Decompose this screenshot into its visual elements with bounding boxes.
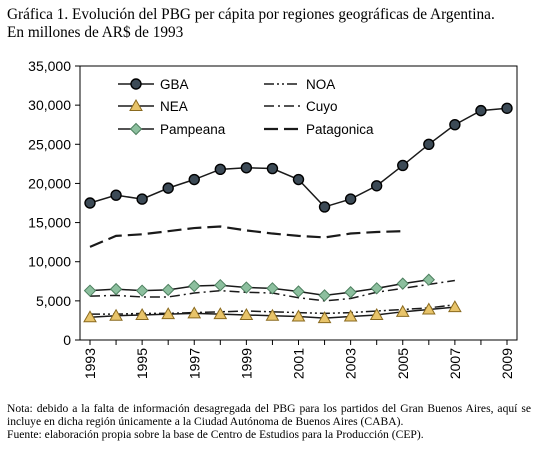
data-point-pampeana	[266, 282, 279, 295]
data-point-pampeana	[135, 284, 149, 297]
y-tick-label: 0	[63, 332, 71, 348]
data-point-nea	[369, 307, 384, 320]
data-point-gba	[292, 173, 305, 186]
data-point-gba	[423, 138, 435, 150]
legend-marker-gba	[130, 78, 142, 90]
data-point-nea	[83, 310, 97, 323]
x-tick-label: 2001	[291, 348, 307, 379]
data-point-pampeana	[292, 285, 305, 298]
data-point-gba	[162, 182, 174, 194]
data-point-nea	[448, 300, 462, 313]
line-chart: 0 5,000 10,000 15,000 20,000 25,000 30,000 35,0…	[28, 58, 518, 379]
legend-marker-nea	[129, 98, 143, 111]
y-tick-label: 25,000	[28, 136, 71, 152]
data-point-nea	[291, 309, 306, 322]
data-point-pampeana	[318, 289, 331, 302]
series-line-patagonica	[89, 225, 403, 248]
note-text: Nota: debido a la falta de información d…	[7, 402, 531, 428]
legend-label-cuyo: Cuyo	[306, 99, 338, 114]
legend-label-gba: GBA	[160, 77, 189, 92]
chart-title-line-1: Gráfica 1. Evolución del PBG per cápita …	[7, 6, 495, 23]
data-point-pampeana	[161, 283, 175, 297]
data-point-nea	[265, 308, 280, 321]
y-tick-label: 15,000	[28, 215, 71, 231]
y-tick-label: 35,000	[28, 58, 71, 74]
legend-marker-pampeana	[129, 122, 143, 136]
x-tick-label: 2005	[395, 348, 411, 379]
data-point-gba	[240, 162, 253, 174]
series-line-gba	[89, 107, 508, 208]
legend-label-patagonica: Patagonica	[306, 122, 374, 137]
data-point-nea	[421, 302, 436, 315]
x-tick-label: 2009	[499, 348, 515, 379]
data-point-gba	[475, 104, 487, 117]
data-point-gba	[318, 201, 331, 213]
data-point-gba	[397, 159, 409, 172]
data-point-gba	[214, 163, 227, 176]
legend-label-nea: NEA	[160, 99, 188, 114]
data-point-nea	[317, 311, 332, 324]
data-point-gba	[344, 193, 357, 205]
data-point-gba	[370, 180, 383, 192]
data-point-gba	[501, 102, 513, 114]
data-point-nea	[213, 307, 228, 320]
x-tick-label: 1997	[186, 348, 202, 379]
chart-title: Gráfica 1. Evolución del PBG per cápita …	[7, 6, 532, 42]
data-point-gba	[110, 189, 122, 201]
x-tick-label: 1995	[134, 348, 150, 379]
data-point-pampeana	[370, 282, 383, 295]
chart-title-line-2: En millones de AR$ de 1993	[7, 24, 184, 41]
data-point-pampeana	[214, 278, 227, 292]
x-tick-label: 2003	[343, 348, 359, 379]
source-text: Fuente: elaboración propia sobre la base…	[7, 428, 424, 441]
x-tick-label: 1993	[82, 348, 98, 379]
data-point-gba	[188, 173, 200, 186]
data-point-nea	[343, 309, 358, 322]
data-point-pampeana	[422, 273, 436, 286]
x-tick-label: 1999	[238, 348, 254, 379]
data-point-pampeana	[396, 277, 409, 290]
data-point-pampeana	[188, 279, 201, 293]
data-point-nea	[187, 306, 202, 319]
data-point-gba	[136, 193, 148, 205]
data-point-pampeana	[109, 282, 123, 296]
legend-label-pampeana: Pampeana	[160, 122, 226, 137]
data-point-gba	[84, 197, 96, 209]
data-point-nea	[135, 307, 149, 320]
data-point-nea	[109, 308, 123, 321]
data-point-nea	[161, 307, 176, 320]
legend-label-noa: NOA	[306, 77, 335, 92]
data-point-nea	[239, 307, 254, 320]
data-point-gba	[266, 162, 279, 175]
y-tick-label: 10,000	[28, 254, 71, 270]
x-tick-label: 2007	[447, 348, 463, 379]
data-point-pampeana	[240, 281, 253, 294]
data-point-pampeana	[83, 284, 97, 297]
data-point-gba	[449, 119, 461, 131]
data-point-nea	[395, 304, 410, 317]
data-point-pampeana	[344, 286, 357, 299]
y-tick-label: 30,000	[28, 97, 71, 113]
y-tick-label: 20,000	[28, 175, 71, 191]
chart-notes: Nota: debido a la falta de información d…	[7, 402, 531, 441]
y-tick-label: 5,000	[36, 293, 71, 309]
series-line-noa	[90, 304, 455, 315]
